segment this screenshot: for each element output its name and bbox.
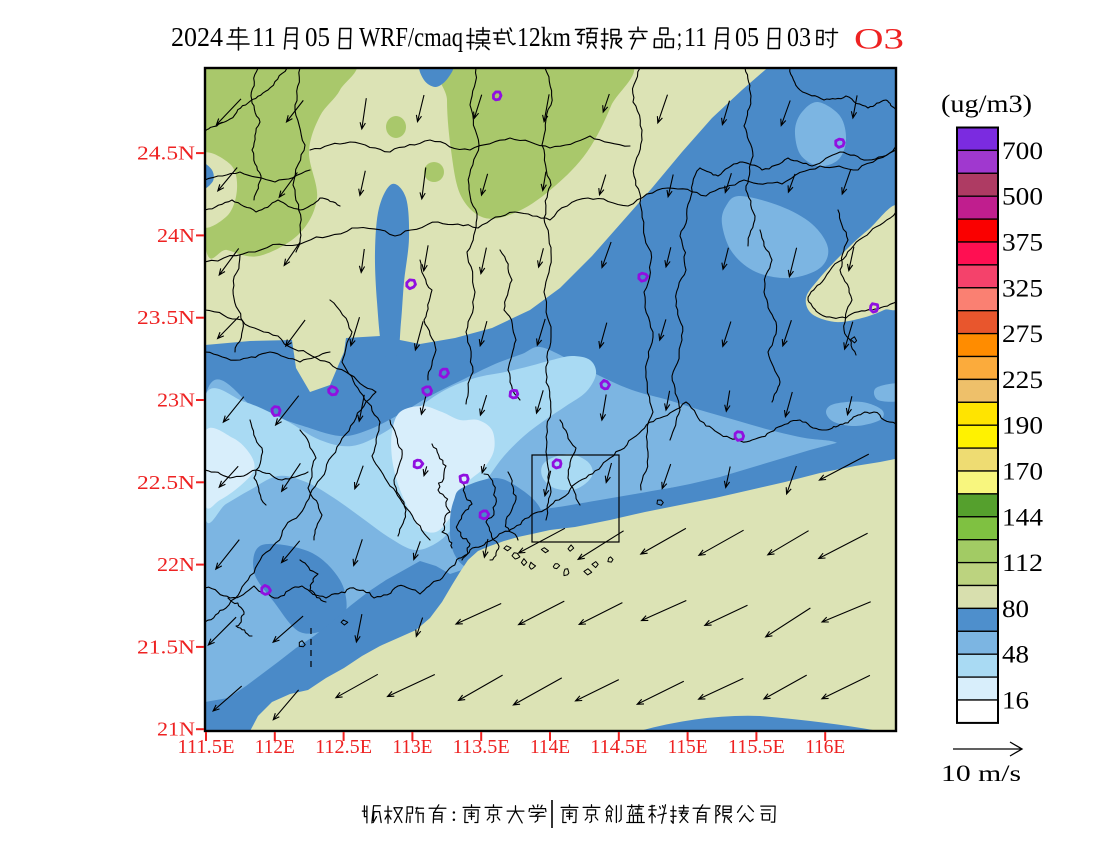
- svg-text:O3: O3: [854, 22, 904, 55]
- svg-text:21.5N: 21.5N: [137, 636, 195, 658]
- svg-text:24.5N: 24.5N: [137, 143, 195, 165]
- svg-text:114E: 114E: [530, 736, 570, 758]
- svg-text:10 m/s: 10 m/s: [941, 761, 1021, 786]
- svg-text:03: 03: [787, 22, 811, 52]
- svg-text:;: ;: [677, 22, 682, 52]
- svg-text:115.5E: 115.5E: [728, 736, 785, 758]
- svg-text:22.5N: 22.5N: [137, 472, 195, 494]
- svg-text:114.5E: 114.5E: [590, 736, 647, 758]
- svg-text:112.5E: 112.5E: [315, 736, 372, 758]
- svg-text:115E: 115E: [668, 736, 708, 758]
- svg-text:11: 11: [252, 22, 276, 52]
- svg-text:2024: 2024: [171, 22, 223, 52]
- svg-text:16: 16: [1002, 688, 1029, 715]
- svg-text:325: 325: [1002, 275, 1043, 302]
- svg-text:WRF/cmaq: WRF/cmaq: [359, 22, 463, 52]
- svg-text:80: 80: [1002, 596, 1029, 623]
- svg-text:21N: 21N: [157, 719, 195, 741]
- svg-text:113.5E: 113.5E: [453, 736, 510, 758]
- svg-text::: :: [451, 802, 457, 826]
- svg-text:116E: 116E: [805, 736, 845, 758]
- svg-text:225: 225: [1002, 367, 1043, 394]
- svg-text:113E: 113E: [392, 736, 432, 758]
- svg-text:11: 11: [684, 22, 707, 52]
- svg-text:48: 48: [1002, 642, 1029, 669]
- svg-text:23N: 23N: [157, 390, 195, 412]
- svg-text:500: 500: [1002, 184, 1043, 211]
- svg-text:22N: 22N: [157, 554, 195, 576]
- svg-text:170: 170: [1002, 459, 1043, 486]
- svg-text:23.5N: 23.5N: [137, 307, 195, 329]
- svg-text:(ug/m3): (ug/m3): [941, 91, 1032, 118]
- svg-text:700: 700: [1002, 138, 1043, 165]
- svg-text:24N: 24N: [157, 225, 195, 247]
- svg-text:111.5E: 111.5E: [178, 736, 235, 758]
- svg-text:112E: 112E: [255, 736, 295, 758]
- svg-text:144: 144: [1002, 504, 1044, 531]
- svg-text:275: 275: [1002, 321, 1043, 348]
- svg-text:190: 190: [1002, 413, 1043, 440]
- svg-text:12km: 12km: [517, 22, 571, 52]
- svg-text:05: 05: [735, 22, 759, 52]
- svg-text:375: 375: [1002, 230, 1043, 257]
- svg-text:112: 112: [1002, 550, 1043, 577]
- svg-text:05: 05: [305, 22, 330, 52]
